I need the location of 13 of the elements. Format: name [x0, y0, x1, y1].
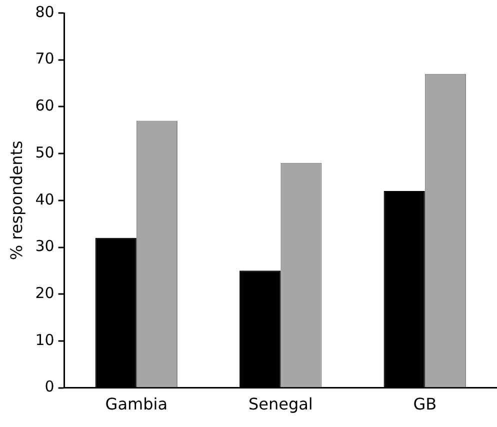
x-tick-label: Gambia	[105, 394, 168, 414]
y-tick-label: 10	[35, 330, 54, 349]
y-axis-title: % respondents	[6, 140, 26, 260]
y-tick-label: 30	[35, 237, 54, 256]
y-tick-label: 70	[35, 50, 54, 68]
y-tick-label: 60	[35, 96, 54, 115]
y-tick-label: 80	[35, 2, 54, 21]
y-tick-label: 50	[35, 143, 54, 162]
y-tick-label: 40	[35, 190, 54, 208]
x-tick-label: GB	[413, 394, 437, 414]
x-tick-label: Senegal	[248, 394, 313, 414]
y-tick-label: 20	[35, 284, 54, 302]
y-tick-label: 0	[44, 378, 54, 396]
